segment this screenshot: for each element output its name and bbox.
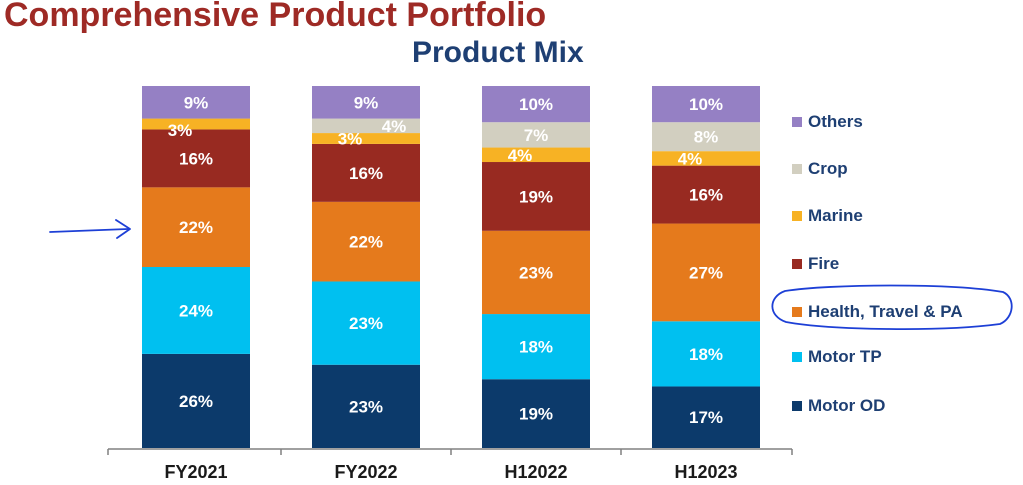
bar-label-fy2021-health-travel-and-pa: 22% <box>179 218 213 237</box>
bar-segment-h12023-crop <box>652 122 760 152</box>
bar-segment-fy2022-fire <box>312 143 420 202</box>
bar-segment-fy2022-motor-tp <box>312 281 420 365</box>
bar-label-fy2022-health-travel-and-pa: 22% <box>349 233 383 252</box>
bar-label-fy2022-crop: 4% <box>382 117 407 136</box>
bar-label-fy2022-others: 9% <box>354 93 379 112</box>
legend-swatch-others <box>792 117 802 127</box>
bar-segment-h12022-motor-tp <box>482 314 590 380</box>
legend-swatch-marine <box>792 211 802 221</box>
bar-label-h12022-crop: 7% <box>524 126 549 145</box>
bar-label-h12022-marine: 4% <box>508 146 533 165</box>
x-tick-labels: FY2021 FY2022 H12022 H12023 <box>164 462 737 482</box>
bar-segment-h12023-health-travel-and-pa <box>652 223 760 322</box>
hand-drawn-arrow <box>49 228 129 233</box>
bar-segment-fy2022-motor-od <box>312 364 420 448</box>
legend-swatch-motor-od <box>792 401 802 411</box>
bar-label-fy2022-marine: 3% <box>338 129 363 148</box>
bar-label-fy2022-motor-od: 23% <box>349 397 383 416</box>
bar-label-h12022-motor-tp: 18% <box>519 338 553 357</box>
bar-label-fy2022-fire: 16% <box>349 164 383 183</box>
bar-segment-h12022-motor-od <box>482 379 590 448</box>
legend-label-health-travel-and-pa: Health, Travel & PA <box>808 302 963 321</box>
x-tick-label-fy2022: FY2022 <box>334 462 397 482</box>
bar-segment-h12023-motor-tp <box>652 321 760 387</box>
legend-label-crop: Crop <box>808 159 848 178</box>
bar-label-h12022-motor-od: 19% <box>519 405 553 424</box>
bar-segment-fy2021-motor-tp <box>142 267 250 354</box>
bar-label-h12023-motor-od: 17% <box>689 408 723 427</box>
bar-segment-h12022-others <box>482 86 590 123</box>
legend-label-others: Others <box>808 112 863 131</box>
legend-swatch-motor-tp <box>792 352 802 362</box>
bar-label-h12023-others: 10% <box>689 95 723 114</box>
bar-segment-fy2022-others <box>312 86 420 119</box>
bar-segment-h12022-fire <box>482 162 590 231</box>
x-tick-label-h12023: H12023 <box>674 462 737 482</box>
bars-group: 26%24%22%16%3%0%9%23%23%22%16%3%4%9%19%1… <box>142 86 760 448</box>
bar-segment-h12022-crop <box>482 122 590 148</box>
bar-segment-fy2022-crop <box>312 118 420 134</box>
legend-swatch-crop <box>792 164 802 174</box>
bar-label-fy2021-marine: 3% <box>168 121 193 140</box>
legend-swatch-health-travel-and-pa <box>792 307 802 317</box>
bar-label-h12022-fire: 19% <box>519 187 553 206</box>
bar-label-fy2021-fire: 16% <box>179 149 213 168</box>
hand-drawn-circle-highlight <box>771 284 1013 330</box>
bar-label-fy2021-motor-od: 26% <box>179 392 213 411</box>
bar-segment-h12023-fire <box>652 165 760 224</box>
page-title: Comprehensive Product Portfolio <box>4 0 547 34</box>
bar-segment-fy2021-health-travel-and-pa <box>142 187 250 267</box>
legend-label-marine: Marine <box>808 206 863 225</box>
bar-label-h12023-health-travel-and-pa: 27% <box>689 263 723 282</box>
x-tick-label-fy2021: FY2021 <box>164 462 227 482</box>
bar-segment-h12023-marine <box>652 151 760 166</box>
annotations <box>49 219 1013 330</box>
bar-label-h12023-fire: 16% <box>689 186 723 205</box>
bar-label-fy2022-motor-tp: 23% <box>349 314 383 333</box>
bar-segment-h12022-marine <box>482 147 590 163</box>
bar-segment-fy2021-fire <box>142 129 250 188</box>
bar-segment-h12022-health-travel-and-pa <box>482 230 590 315</box>
bar-label-h12023-crop: 8% <box>694 128 719 147</box>
legend-label-fire: Fire <box>808 254 839 273</box>
bar-segment-fy2021-marine <box>142 118 250 130</box>
chart-title: Product Mix <box>412 36 584 69</box>
legend-swatch-fire <box>792 259 802 269</box>
hand-drawn-arrowhead <box>115 219 131 239</box>
bar-segment-fy2021-others <box>142 86 250 119</box>
bar-label-h12023-marine: 4% <box>678 149 703 168</box>
bar-segment-fy2021-motor-od <box>142 353 250 448</box>
bar-label-h12022-others: 10% <box>519 95 553 114</box>
bar-label-h12023-motor-tp: 18% <box>689 345 723 364</box>
x-tick-label-h12022: H12022 <box>504 462 567 482</box>
legend: Others Crop Marine Fire Health, Travel & PA M… <box>792 112 963 415</box>
bar-segment-fy2022-marine <box>312 133 420 144</box>
legend-label-motor-od: Motor OD <box>808 396 885 415</box>
legend-label-motor-tp: Motor TP <box>808 347 882 366</box>
bar-label-fy2021-others: 9% <box>184 93 209 112</box>
x-axis <box>107 448 793 455</box>
bar-segment-h12023-motor-od <box>652 386 760 448</box>
bar-segment-h12023-others <box>652 86 760 123</box>
bar-label-h12022-health-travel-and-pa: 23% <box>519 263 553 282</box>
bar-label-fy2021-motor-tp: 24% <box>179 301 213 320</box>
bar-segment-fy2022-health-travel-and-pa <box>312 201 420 282</box>
